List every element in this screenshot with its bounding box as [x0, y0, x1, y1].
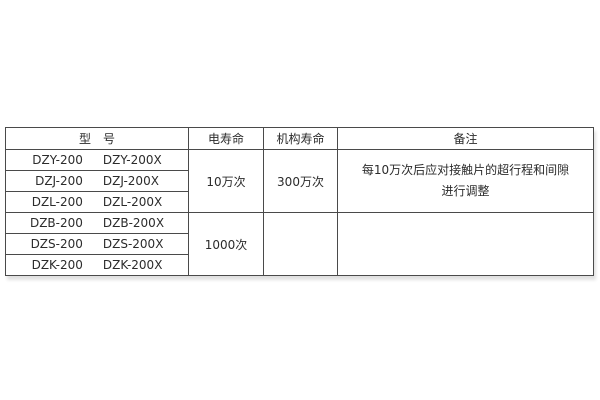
mechanical-life-column-header: 机构寿命 — [263, 127, 338, 150]
table-row: DZL-200 DZL-200X — [5, 191, 594, 213]
electrical-life-value-group2: 1000次 — [188, 212, 264, 276]
table-row: DZY-200 DZY-200X 10万次 300万次 每10万次后应对接触片的… — [5, 149, 594, 213]
electrical-life-column-header: 电寿命 — [188, 127, 264, 150]
model-name-x: DZS-200X — [102, 237, 164, 251]
model-name-x: DZK-200X — [102, 258, 163, 272]
relay-lifespan-spec-table: 型 号 电寿命 机构寿命 备注 DZY-200 DZY-200X 10万次 30… — [5, 127, 594, 276]
remarks-cell-group1: 每10万次后应对接触片的超行程和间隙 进行调整 — [337, 149, 594, 213]
model-column-header: 型 号 — [5, 127, 189, 150]
model-cell-dzk: DZK-200 DZK-200X — [5, 254, 189, 276]
model-name-x: DZY-200X — [102, 153, 162, 167]
model-name-x: DZJ-200X — [102, 174, 159, 188]
mechanical-life-value-group2 — [263, 212, 338, 276]
model-name-x: DZB-200X — [102, 216, 165, 230]
model-cell-dzy: DZY-200 DZY-200X — [5, 149, 189, 171]
table-row: DZB-200 DZB-200X 1000次 — [5, 212, 594, 276]
electrical-life-value-group1: 10万次 — [188, 149, 264, 213]
model-name: DZS-200 — [30, 237, 83, 251]
model-cell-dzs: DZS-200 DZS-200X — [5, 233, 189, 255]
remarks-column-header: 备注 — [337, 127, 594, 150]
model-name: DZJ-200 — [35, 174, 83, 188]
model-name: DZY-200 — [32, 153, 83, 167]
model-cell-dzb: DZB-200 DZB-200X — [5, 212, 189, 234]
remark-line-2: 进行调整 — [441, 184, 490, 198]
table-row: DZK-200 DZK-200X — [5, 254, 594, 276]
model-name: DZK-200 — [31, 258, 83, 272]
header-row: 型 号 电寿命 机构寿命 备注 — [5, 127, 594, 150]
remark-line-1: 每10万次后应对接触片的超行程和间隙 — [361, 163, 570, 177]
table-row: DZJ-200 DZJ-200X — [5, 170, 594, 192]
model-name-x: DZL-200X — [102, 195, 163, 209]
model-cell-dzl: DZL-200 DZL-200X — [5, 191, 189, 213]
mechanical-life-value-group1: 300万次 — [263, 149, 338, 213]
model-name: DZB-200 — [29, 216, 83, 230]
model-cell-dzj: DZJ-200 DZJ-200X — [5, 170, 189, 192]
remarks-cell-group2 — [337, 212, 594, 276]
model-name: DZL-200 — [31, 195, 83, 209]
